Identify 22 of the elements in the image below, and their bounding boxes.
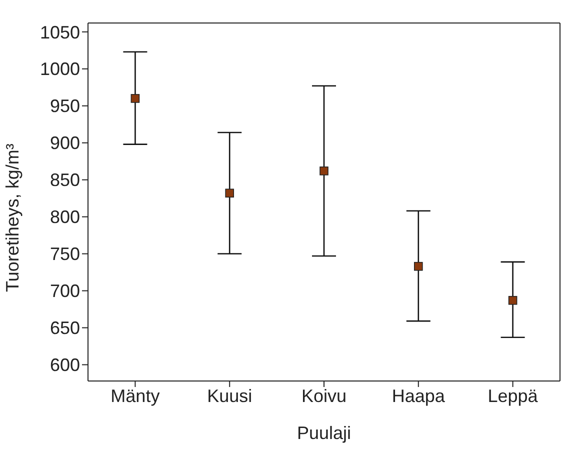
x-tick-label: Koivu: [301, 386, 347, 406]
point: [130, 94, 140, 103]
y-tick-label: 950: [50, 96, 80, 116]
y-tick-label: 1050: [40, 22, 80, 42]
y-tick-label: 750: [50, 244, 80, 264]
y-tick-label: 600: [50, 355, 80, 376]
y-tick-label: 700: [50, 281, 80, 302]
point: [414, 262, 423, 271]
point: [225, 188, 234, 198]
point: [508, 296, 518, 305]
y-tick-label: 850: [50, 170, 80, 190]
x-tick-label: Leppä: [488, 386, 539, 406]
y-tick-label: 1000: [40, 59, 80, 80]
y-tick-label: 900: [50, 133, 80, 154]
x-axis-title: Puulaji: [296, 423, 352, 443]
y-axis-title: Tuoretiheys, kg/m³: [2, 144, 22, 292]
y-tick-label: 650: [50, 318, 80, 338]
x-tick-label: Kuusi: [207, 386, 252, 406]
point: [320, 166, 328, 176]
y-tick-label: 800: [50, 207, 80, 228]
x-tick-label: Haapa: [392, 386, 446, 406]
x-tick-label: Mänty: [110, 386, 160, 406]
